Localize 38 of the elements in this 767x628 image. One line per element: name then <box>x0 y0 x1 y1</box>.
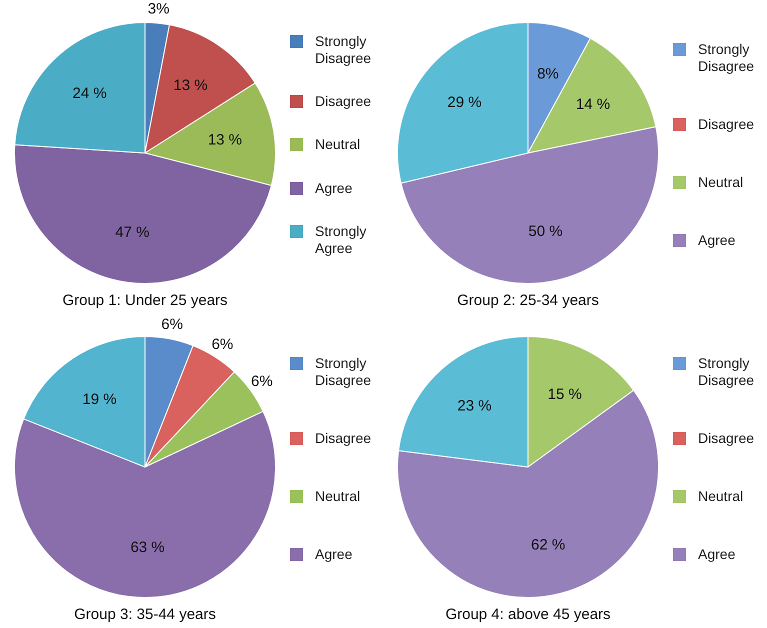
data-label: 24 % <box>72 85 107 102</box>
legend-label: Neutral <box>698 488 744 506</box>
text: Group 2: 25-34 years <box>457 292 599 310</box>
legend-label: Disagree <box>315 93 372 110</box>
data-label: 3% <box>148 0 170 18</box>
legend-label: Neutral <box>315 136 362 154</box>
data-label: 8% <box>537 66 559 83</box>
legend-label: Agree <box>698 232 736 250</box>
legend-label: Strongly Disagree <box>315 354 372 389</box>
legend-label: Neutral <box>315 488 362 506</box>
legend-label: Neutral <box>698 174 744 192</box>
data-label: 13 % <box>208 131 242 148</box>
text: Group 3: 35-44 years <box>74 606 216 624</box>
data-label: 29 % <box>447 94 482 111</box>
data-label: 13 % <box>173 77 208 94</box>
data-label: 63 % <box>130 539 165 556</box>
data-label: 6% <box>212 336 234 354</box>
text: Group 1: Under 25 years <box>62 292 228 310</box>
data-label: 47 % <box>115 224 150 242</box>
data-label: 19 % <box>82 391 117 408</box>
legend-label: Strongly Disagree <box>315 33 372 68</box>
legend-label: Disagree <box>698 116 756 133</box>
data-label: 50 % <box>528 223 563 240</box>
data-label: 14 % <box>576 96 610 113</box>
legend-label: Agree <box>315 180 354 197</box>
legend-label: Strongly Disagree <box>698 354 756 389</box>
data-label: 6% <box>251 373 273 390</box>
text: Group 4: above 45 years <box>445 606 611 624</box>
data-label: 15 % <box>548 386 582 404</box>
legend-label: Strongly Disagree <box>698 40 756 75</box>
legend-label: Agree <box>315 546 354 564</box>
legend-label: Disagree <box>698 430 756 447</box>
legend-label: Strongly Agree <box>315 222 368 257</box>
data-label: 23 % <box>457 397 492 414</box>
data-label: 6% <box>161 316 183 334</box>
legend-label: Agree <box>698 546 736 564</box>
data-label: 62 % <box>531 536 566 554</box>
legend-label: Disagree <box>315 430 372 447</box>
